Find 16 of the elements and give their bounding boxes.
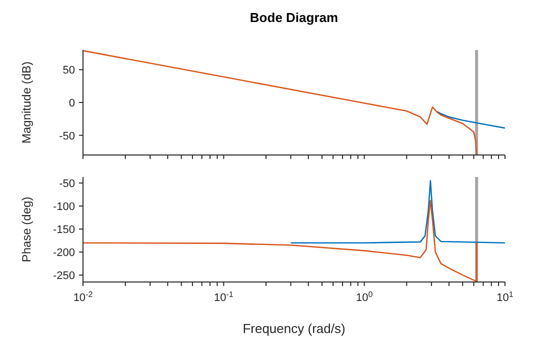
x-tick-label: 10$^{1}$ xyxy=(496,290,514,304)
y-tick-label: -50 xyxy=(59,178,75,190)
y-tick-label: -200 xyxy=(52,247,75,260)
chart-title: Bode Diagram xyxy=(248,10,340,25)
y-axis-title: Magnitude (dB) xyxy=(19,61,34,144)
y-tick-label: 50 xyxy=(62,64,75,77)
y-tick-label: 0 xyxy=(68,98,75,110)
y-tick-label: -100 xyxy=(52,201,75,214)
x-axis-title: Frequency (rad/s) xyxy=(242,321,346,336)
y-tick-label: -250 xyxy=(52,270,75,282)
y-tick-label: -150 xyxy=(52,224,75,236)
y-axis-title: Phase (deg) xyxy=(19,196,34,262)
x-tick-label: 10$^{-2}$ xyxy=(73,290,94,304)
x-tick-label: 10$^{0}$ xyxy=(356,290,374,304)
y-tick-label: -50 xyxy=(59,130,75,142)
x-tick-label: 10$^{-1}$ xyxy=(214,290,234,304)
